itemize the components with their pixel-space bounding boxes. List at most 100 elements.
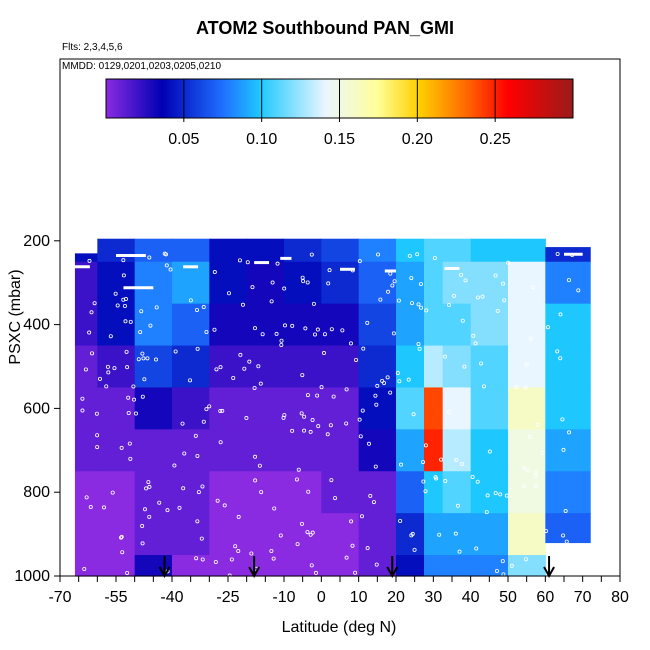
sample-point <box>201 419 206 424</box>
heatmap-cell <box>321 471 360 514</box>
sample-point <box>282 323 287 328</box>
sample-point <box>368 493 373 498</box>
heatmap-cell <box>246 345 285 389</box>
x-tick-label: -10 <box>272 589 295 606</box>
sample-point <box>164 263 169 268</box>
heatmap-cell <box>470 387 509 430</box>
sample-point <box>207 404 212 409</box>
sample-point <box>237 258 242 263</box>
colorbar-tick-label: 0.25 <box>480 131 511 148</box>
sample-point <box>89 310 94 315</box>
heatmap-cell <box>74 471 98 514</box>
sample-point <box>328 423 333 428</box>
sample-point <box>136 357 141 362</box>
sample-point <box>326 281 331 286</box>
heatmap-cell <box>321 387 360 430</box>
heatmap-cell <box>423 345 444 389</box>
sample-point <box>353 570 358 575</box>
sample-point <box>500 559 505 564</box>
heatmap-cell <box>321 345 360 389</box>
sample-point <box>188 298 193 303</box>
heatmap-cell <box>283 471 322 514</box>
sample-point <box>310 530 315 535</box>
x-tick-label: 30 <box>424 589 442 606</box>
sample-point <box>218 365 223 370</box>
sample-point <box>474 546 479 551</box>
colorbar-tick-label: 0.10 <box>246 131 277 148</box>
heatmap-cell <box>97 429 136 472</box>
sample-point <box>201 305 206 310</box>
heatmap-cell <box>283 345 322 389</box>
sample-point <box>253 454 258 459</box>
sample-point <box>433 475 438 480</box>
heatmap-cell <box>423 261 444 305</box>
sample-point <box>147 484 152 489</box>
heatmap-cell <box>171 429 210 472</box>
sample-point <box>366 441 371 446</box>
sample-point <box>524 362 529 367</box>
sample-point <box>141 356 146 361</box>
heatmap-cell <box>97 303 136 347</box>
sample-point <box>350 543 355 548</box>
heatmap-cell <box>171 513 210 556</box>
sample-point <box>443 479 448 484</box>
heatmap-cell <box>507 429 546 472</box>
sample-point <box>82 567 87 572</box>
heatmap-cell <box>545 471 591 514</box>
sample-point <box>459 272 464 277</box>
y-axis-label: PSXC (mbar) <box>7 269 24 364</box>
sample-point <box>305 393 310 398</box>
sample-point <box>122 304 127 309</box>
sample-point <box>437 532 442 537</box>
heatmap-cell <box>358 238 397 263</box>
heatmap-cell <box>423 513 444 556</box>
sample-point <box>376 252 381 257</box>
sample-point <box>121 297 126 302</box>
sample-point <box>249 551 254 556</box>
sample-point <box>322 332 327 337</box>
y-tick-label: 200 <box>23 233 50 250</box>
sample-point <box>409 276 414 281</box>
sample-point <box>218 408 223 413</box>
heatmap-cell <box>395 429 425 472</box>
sample-point <box>319 385 324 390</box>
sample-point <box>374 562 379 567</box>
sample-point <box>460 318 465 323</box>
sample-point <box>460 461 465 466</box>
heatmap-cell <box>246 387 285 430</box>
sample-point <box>453 531 458 536</box>
sample-point <box>354 357 359 362</box>
heatmap-cell <box>134 513 173 556</box>
sample-point <box>131 384 136 389</box>
sample-point <box>418 282 423 287</box>
sample-point <box>204 407 209 412</box>
heatmap-cell <box>134 555 173 577</box>
sample-point <box>524 557 529 562</box>
sample-point <box>423 489 428 494</box>
heatmap-cell <box>74 513 98 556</box>
x-tick-label: -40 <box>160 589 183 606</box>
heatmap-cell <box>545 345 591 389</box>
sample-point <box>344 421 349 426</box>
sample-point <box>315 327 320 332</box>
sample-point <box>374 402 379 407</box>
sample-point <box>545 325 550 330</box>
sample-point <box>250 285 255 290</box>
flights-label: Flts: 2,3,4,5,6 <box>62 42 123 53</box>
sample-point <box>222 503 227 508</box>
heatmap-cell <box>74 387 98 430</box>
sample-point <box>358 434 363 439</box>
sample-point <box>484 510 489 515</box>
sample-point <box>378 297 383 302</box>
sample-point <box>140 541 145 546</box>
sample-point <box>495 308 500 313</box>
sample-point <box>493 273 498 278</box>
sample-point <box>327 268 332 273</box>
sample-point <box>126 395 131 400</box>
sample-point <box>528 336 533 341</box>
heatmap-cell <box>358 471 397 514</box>
sample-point <box>561 447 566 452</box>
sample-point <box>396 298 401 303</box>
sample-point <box>564 539 569 544</box>
heatmap-cell <box>134 303 173 347</box>
